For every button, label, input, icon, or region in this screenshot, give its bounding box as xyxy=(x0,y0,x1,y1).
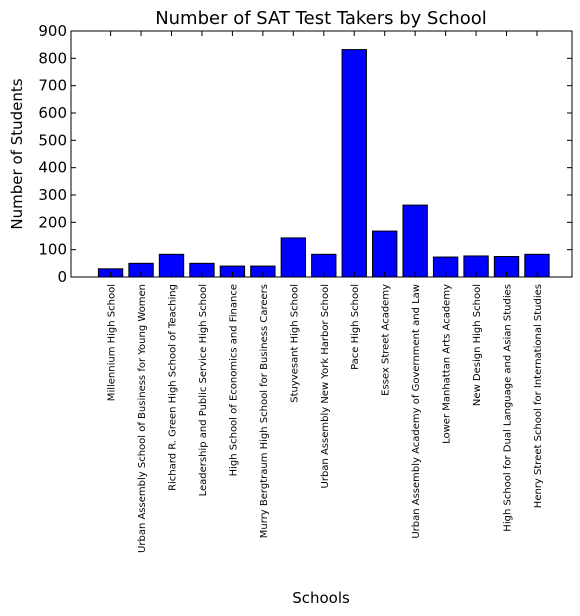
x-tick-label: Urban Assembly Academy of Government and… xyxy=(411,284,422,539)
x-tick-label: Millennium High School xyxy=(107,284,118,401)
y-tick-label: 200 xyxy=(38,213,67,231)
x-tick-label: Lower Manhattan Arts Academy xyxy=(442,284,453,444)
y-tick-label: 900 xyxy=(38,22,67,40)
y-tick-label: 300 xyxy=(38,186,67,204)
x-axis-label: Schools xyxy=(292,589,350,607)
x-axis-ticks: Millennium High School Urban Assembly Sch… xyxy=(107,31,544,553)
x-tick-label: Murry Bergtraum High School for Business… xyxy=(259,284,270,538)
x-tick-label: High School for Dual Language and Asian … xyxy=(503,284,514,532)
bar xyxy=(372,230,398,278)
x-tick-label: Essex Street Academy xyxy=(381,284,392,396)
x-tick-label: Leadership and Public Service High Schoo… xyxy=(198,284,209,496)
y-tick-label: 0 xyxy=(57,268,67,286)
plot-frame xyxy=(70,30,573,278)
x-tick-label: Pace High School xyxy=(350,284,361,370)
bar xyxy=(341,49,367,278)
bar xyxy=(280,237,307,278)
x-tick-label: Richard R. Green High School of Teaching xyxy=(168,284,179,491)
x-tick-label: Henry Street School for International St… xyxy=(533,284,544,508)
x-tick-label: High School of Economics and Finance xyxy=(228,284,239,476)
y-tick-label: 500 xyxy=(38,131,67,149)
bar xyxy=(402,204,428,278)
bars xyxy=(97,49,550,278)
x-tick-label: Urban Assembly School of Business for Yo… xyxy=(137,284,148,553)
x-tick-label: Stuyvesant High School xyxy=(289,284,300,403)
y-axis-ticks: 0 100 200 300 400 500 600 700 800 900 xyxy=(38,22,572,286)
y-tick-label: 800 xyxy=(38,49,67,67)
x-tick-label: Urban Assembly New York Harbor School xyxy=(320,284,331,488)
y-axis-label: Number of Students xyxy=(8,78,26,229)
y-tick-label: 100 xyxy=(38,241,67,259)
y-tick-label: 700 xyxy=(38,77,67,95)
y-tick-label: 600 xyxy=(38,104,67,122)
chart-title: Number of SAT Test Takers by School xyxy=(155,8,487,29)
x-tick-label: New Design High School xyxy=(472,284,483,406)
y-tick-label: 400 xyxy=(38,159,67,177)
